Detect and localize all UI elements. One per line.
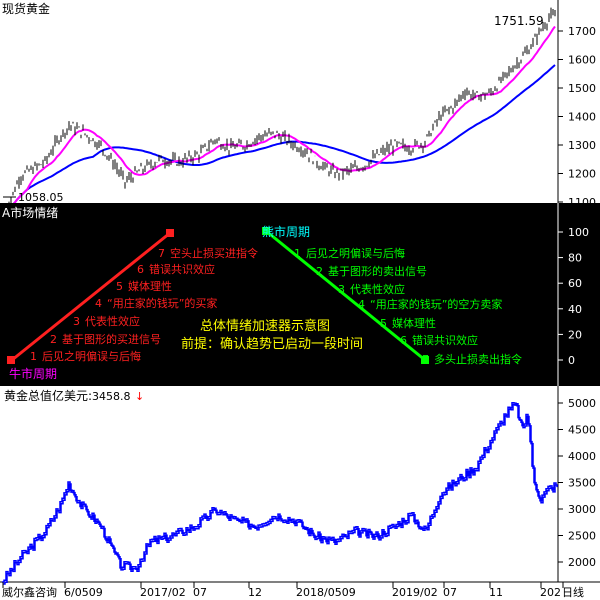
bull-step-text: 空头止损买进指令: [170, 246, 258, 260]
x-axis-label: 202: [540, 586, 561, 599]
bull-step-text: 代表性效应: [85, 314, 140, 328]
center-title: 总体情绪加速器示意图: [200, 318, 330, 334]
bull-step-text: 后见之明偏误与后悔: [42, 349, 141, 363]
x-axis-label: 11: [489, 586, 503, 599]
bear-step-number: 4: [358, 298, 365, 311]
bull-step-number: 7: [158, 247, 165, 260]
sentiment-chart[interactable]: 100 80 60 40 20 0 A市场情绪 牛市周期 熊市周期 1 后见之明偏误与后悔 2…: [0, 203, 600, 386]
price-chart[interactable]: 1700 1600 1500 1400 1300 1200 1100 现货黄金 1751.5…: [0, 0, 600, 203]
gold-value-current: 3458.8: [92, 390, 131, 403]
candlesticks: [8, 7, 556, 203]
chart-title: 现货黄金: [2, 1, 50, 16]
axis-tick-label: 1300: [568, 139, 596, 152]
bear-step-text: 后见之明偏误与后悔: [306, 246, 405, 260]
x-axis-label: 威尔鑫咨询: [2, 585, 57, 599]
price-axis: 1700 1600 1500 1400 1300 1200 1100: [558, 25, 596, 203]
bull-step-number: 4: [95, 297, 102, 310]
bear-step-text: 多头止损卖出指令: [434, 352, 522, 366]
bear-step-number: 7: [422, 353, 429, 366]
bull-step-text: 媒体理性: [128, 279, 172, 293]
bull-cycle-line: [11, 231, 171, 362]
gold-value-line-shadow: [3, 404, 558, 585]
bear-cycle-label: 熊市周期: [262, 224, 310, 239]
bear-step-text: 错误共识效应: [412, 333, 478, 347]
axis-tick-label: 0: [568, 354, 575, 367]
bear-step-number: 3: [338, 283, 345, 296]
axis-tick-label: 1100: [568, 196, 596, 203]
bear-steps: 1 后见之明偏误与后悔 2 基于图形的卖出信号 3 代表性效应 4 “用庄家的钱玩”的空方卖家…: [294, 246, 522, 366]
bear-step-number: 2: [316, 265, 323, 278]
current-price-label: 1751.59: [494, 14, 544, 28]
x-axis-label: 12: [248, 586, 262, 599]
bear-step-text: 代表性效应: [350, 282, 405, 296]
axis-tick-label: 1200: [568, 168, 596, 181]
axis-tick-label: 2500: [568, 530, 596, 543]
axis-tick-label: 1500: [568, 82, 596, 95]
bull-step-number: 6: [137, 263, 144, 276]
bear-step-number: 6: [400, 334, 407, 347]
bear-cycle-line: [265, 229, 426, 362]
bull-step-number: 2: [50, 333, 57, 346]
axis-tick-label: 2000: [568, 556, 596, 569]
low-price-label: 1058.05: [18, 191, 64, 203]
axis-tick-label: 3500: [568, 477, 596, 490]
bull-step-number: 3: [73, 315, 80, 328]
bear-step-text: 媒体理性: [392, 316, 436, 330]
axis-tick-label: 40: [568, 303, 582, 316]
axis-tick-label: 1400: [568, 111, 596, 124]
axis-tick-label: 1600: [568, 54, 596, 67]
bear-step-number: 5: [380, 317, 387, 330]
axis-tick-label: 100: [568, 226, 589, 239]
bear-step-number: 1: [294, 247, 301, 260]
x-axis-label: 2017/02: [140, 586, 186, 599]
bear-step-text: “用庄家的钱玩”的空方卖家: [370, 297, 502, 311]
x-axis-label: 2019/02: [392, 586, 438, 599]
x-axis-label: 6/0509: [64, 586, 103, 599]
gold-value-panel[interactable]: 5000 4500 4000 3500 3000 2500 2000 黄金总值亿美元: 34…: [0, 386, 600, 600]
gold-value-arrow: ↓: [135, 390, 144, 403]
x-axis-label: 日线: [562, 585, 584, 599]
bear-end-dot: [421, 356, 429, 364]
bull-step-text: 错误共识效应: [149, 262, 215, 276]
bull-start-dot: [7, 356, 15, 364]
gold-value-title: 黄金总值亿美元:: [4, 388, 92, 403]
axis-tick-label: 80: [568, 252, 582, 265]
x-axis: 威尔鑫咨询 6/0509 2017/02 07 12 2018/0509 2019/02 07…: [2, 582, 584, 599]
axis-tick-label: 5000: [568, 397, 596, 410]
axis-tick-label: 4500: [568, 424, 596, 437]
axis-tick-label: 60: [568, 277, 582, 290]
axis-tick-label: 4000: [568, 450, 596, 463]
bull-cycle-label: 牛市周期: [9, 366, 57, 381]
bull-step-text: 基于图形的买进信号: [62, 332, 161, 346]
axis-tick-label: 1700: [568, 25, 596, 38]
bull-steps: 1 后见之明偏误与后悔 2 基于图形的买进信号 3 代表性效应 4 “用庄家的钱玩”的买家 5 媒…: [30, 246, 258, 363]
bull-step-text: “用庄家的钱玩”的买家: [107, 296, 217, 310]
bear-step-text: 基于图形的卖出信号: [328, 264, 427, 278]
bull-step-number: 1: [30, 350, 37, 363]
bear-start-dot: [262, 227, 270, 235]
bull-end-dot: [166, 229, 174, 237]
bull-step-number: 5: [116, 280, 123, 293]
x-axis-label: 2018/0509: [296, 586, 356, 599]
x-axis-label: 07: [193, 586, 207, 599]
gold-value-axis: 5000 4500 4000 3500 3000 2500 2000: [558, 397, 596, 569]
price-panel[interactable]: 1700 1600 1500 1400 1300 1200 1100 现货黄金 1751.5…: [0, 0, 600, 203]
ma-slow-line: [13, 64, 556, 203]
sentiment-axis: 100 80 60 40 20 0: [558, 226, 589, 367]
sentiment-title: A市场情绪: [2, 205, 58, 220]
axis-tick-label: 3000: [568, 503, 596, 516]
sentiment-panel[interactable]: 100 80 60 40 20 0 A市场情绪 牛市周期 熊市周期 1 后见之明偏误与后悔 2…: [0, 203, 600, 386]
axis-tick-label: 20: [568, 328, 582, 341]
gold-value-chart[interactable]: 5000 4500 4000 3500 3000 2500 2000 黄金总值亿美元: 34…: [0, 386, 600, 600]
center-subtitle: 前提：确认趋势已启动一段时间: [181, 336, 363, 352]
ma-fast-line: [13, 25, 556, 203]
x-axis-label: 07: [443, 586, 457, 599]
